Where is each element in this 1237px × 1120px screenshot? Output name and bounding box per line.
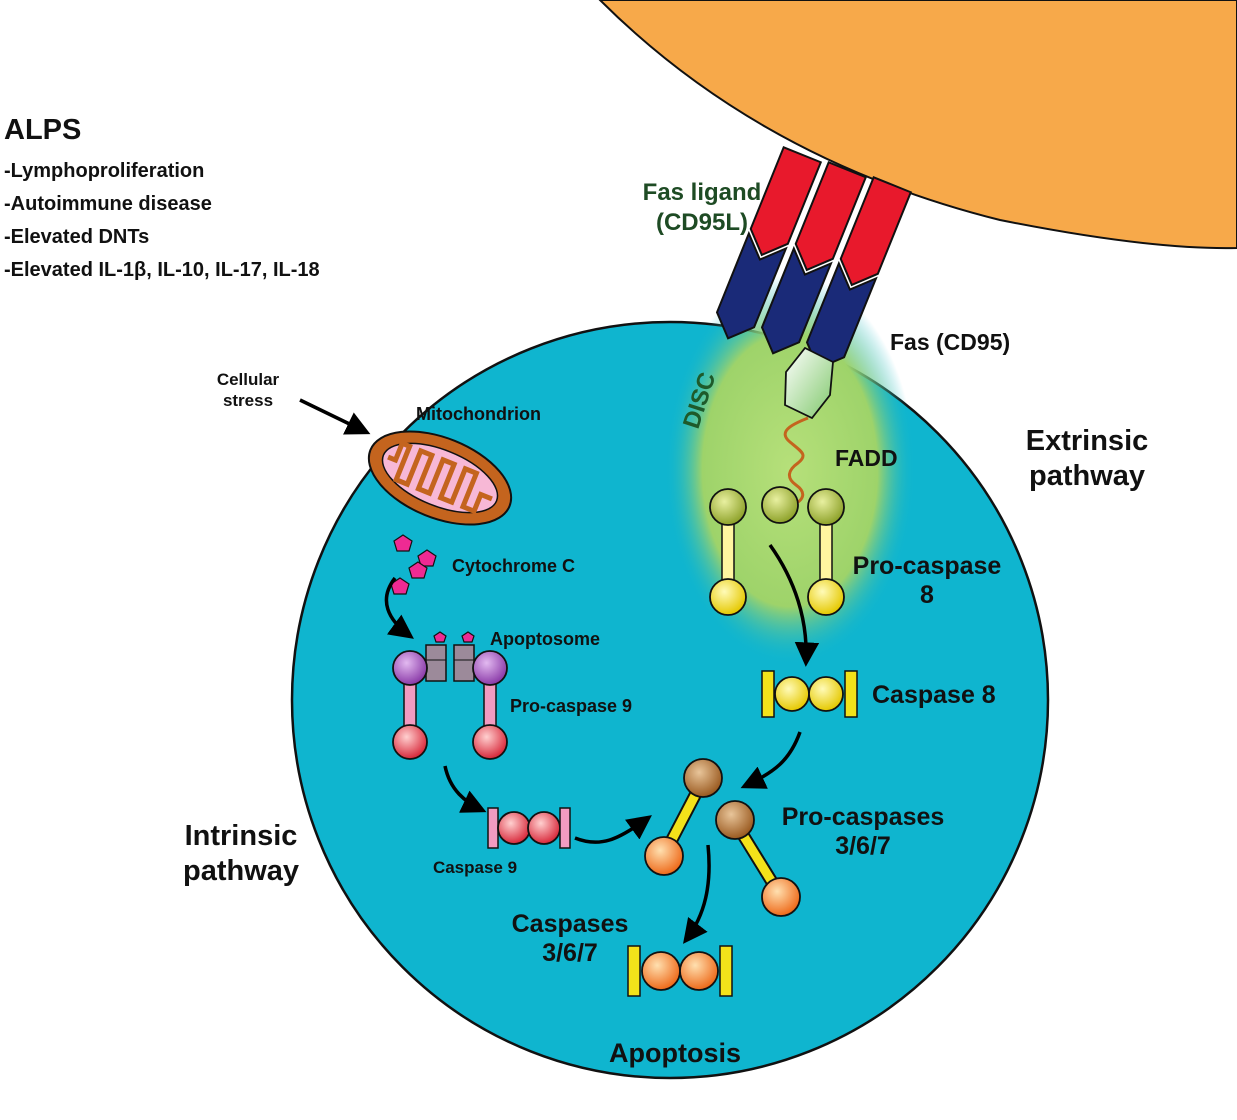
extrinsic-label: Extrinsic <box>1026 425 1149 457</box>
extrinsic-label-sub: pathway <box>1029 460 1145 492</box>
ligand-cell <box>598 0 1237 250</box>
arrow-procasp9-to-casp9 <box>443 765 487 813</box>
arrow-casp9-to-procasp <box>574 815 652 844</box>
cytochrome-c-label: Cytochrome C <box>452 556 575 576</box>
caspases-label-sub: 3/6/7 <box>542 939 598 967</box>
pro-caspase-8-label-sub: 8 <box>920 581 934 609</box>
caspases-3-6-7 <box>627 945 733 997</box>
arrow-casp8-to-procasp <box>740 731 802 789</box>
caspases-label: Caspases <box>512 910 629 938</box>
caspase-9 <box>487 807 571 849</box>
alps-item: -Elevated IL-1β, IL-10, IL-17, IL-18 <box>4 259 320 281</box>
apoptosis-label: Apoptosis <box>609 1038 741 1068</box>
alps-panel: ALPS -Lymphoproliferation -Autoimmune di… <box>4 114 320 287</box>
alps-title: ALPS <box>4 114 82 146</box>
caspase-9-label: Caspase 9 <box>433 858 517 877</box>
pro-caspases-label-sub: 3/6/7 <box>835 832 891 860</box>
fas-ligand-trimer-1 <box>749 145 823 257</box>
apoptosome-complex <box>392 631 508 760</box>
mitochondrion <box>367 430 513 526</box>
arrow-stress-to-mito <box>299 398 371 435</box>
alps-item: -Elevated DNTs <box>4 226 150 248</box>
caspase-8-label: Caspase 8 <box>872 681 996 709</box>
fas-ligand-label: Fas ligand <box>643 179 762 206</box>
arrows <box>299 398 820 944</box>
intrinsic-label: Intrinsic <box>185 820 298 852</box>
arrow-procasp-to-casp <box>683 844 711 944</box>
mitochondrion-label: Mitochondrion <box>416 404 541 424</box>
fas-receptor-3 <box>805 260 878 370</box>
pro-caspase-8-label: Pro-caspase <box>853 552 1002 580</box>
cellular-stress-label-sub: stress <box>223 391 273 410</box>
pro-caspases-label: Pro-caspases <box>782 803 945 831</box>
fas-receptor-1 <box>715 230 788 340</box>
alps-item: -Lymphoproliferation <box>4 160 205 182</box>
arrow-cytc-to-apoptosome <box>384 576 414 639</box>
cellular-stress-label: Cellular <box>217 370 280 389</box>
fadd-label: FADD <box>835 445 898 471</box>
caspase-8 <box>761 670 858 718</box>
fas-receptor-2 <box>760 245 833 355</box>
arrow-procasp8-to-casp8 <box>768 543 820 667</box>
pro-caspases-3-6-7 <box>644 758 801 917</box>
alps-item: -Autoimmune disease <box>4 193 212 215</box>
fas-receptor-label: Fas (CD95) <box>890 329 1010 355</box>
intrinsic-label-sub: pathway <box>183 855 299 887</box>
fas-ligand-receptor-complex <box>715 145 913 370</box>
fas-ligand-trimer-2 <box>794 160 868 272</box>
pro-caspase-9-label: Pro-caspase 9 <box>510 696 632 716</box>
apoptosome-label: Apoptosome <box>490 629 600 649</box>
fas-ligand-label-sub: (CD95L) <box>656 209 748 236</box>
fas-ligand-trimer-3 <box>839 175 913 287</box>
pro-caspase-8-cluster <box>709 486 845 616</box>
fadd-death-domain <box>784 346 834 420</box>
cytochrome-c-molecules <box>390 534 437 595</box>
